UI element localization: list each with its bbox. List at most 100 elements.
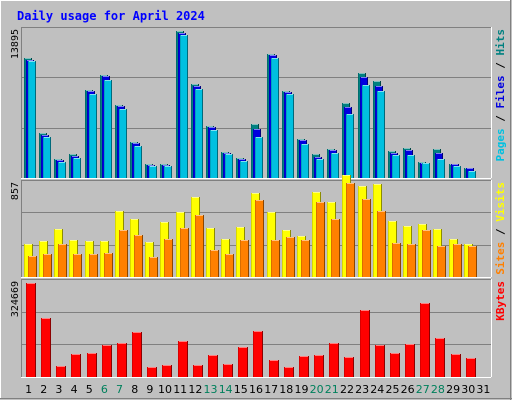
- bar-shadow: [141, 146, 142, 178]
- bar-fill: [451, 354, 461, 377]
- hits-bar-pages-17: [271, 58, 279, 178]
- bar-fill: [223, 364, 233, 377]
- visits-max-value-label: 857: [10, 182, 21, 200]
- bar-highlight: [164, 166, 171, 167]
- hits-bar-pages-2: [43, 137, 51, 178]
- bar-shadow: [370, 199, 371, 277]
- bar-fill: [329, 343, 339, 377]
- bar-left-edge: [149, 166, 150, 178]
- x-tick-day-16: 16: [249, 383, 263, 396]
- bar-shadow: [461, 244, 462, 277]
- kbytes-bar-kbytes-9: [147, 367, 157, 377]
- bar-left-edge: [251, 193, 252, 277]
- bar-shadow: [353, 357, 354, 377]
- hits-legend-part-4: Hits: [494, 29, 507, 56]
- x-tick-day-8: 8: [131, 383, 138, 396]
- bar-highlight: [358, 73, 365, 74]
- bar-left-edge: [162, 165, 163, 178]
- bar-shadow: [445, 246, 446, 277]
- bar-left-edge: [69, 240, 70, 277]
- bar-left-edge: [464, 244, 465, 277]
- bar-left-edge: [271, 58, 272, 178]
- bar-left-edge: [403, 148, 404, 178]
- hits-bar-pages-28: [437, 159, 445, 178]
- bar-left-edge: [451, 354, 452, 377]
- bar-left-edge: [100, 241, 101, 277]
- bar-fill: [362, 85, 370, 178]
- bar-left-edge: [104, 253, 105, 277]
- bar-highlight: [451, 164, 458, 165]
- x-tick-day-9: 9: [146, 383, 153, 396]
- bar-left-edge: [466, 358, 467, 377]
- bar-shadow: [324, 202, 325, 277]
- bar-left-edge: [331, 219, 332, 277]
- bar-left-edge: [437, 246, 438, 277]
- bar-fill: [407, 244, 416, 277]
- bar-left-edge: [346, 183, 347, 277]
- bar-highlight: [251, 124, 258, 125]
- bar-left-edge: [238, 159, 239, 178]
- bar-highlight: [271, 240, 279, 241]
- bar-highlight: [255, 200, 263, 201]
- bar-fill: [301, 240, 310, 277]
- bar-left-edge: [115, 211, 116, 277]
- bar-fill: [56, 366, 66, 377]
- bar-fill: [180, 228, 189, 277]
- bar-fill: [271, 240, 280, 277]
- bar-left-edge: [390, 353, 391, 377]
- bar-left-edge: [115, 105, 116, 178]
- bar-fill: [453, 166, 461, 178]
- visits-bar-sites-25: [392, 243, 401, 277]
- bar-highlight: [240, 161, 247, 162]
- bar-highlight: [176, 212, 184, 213]
- hits-bar-pages-11: [180, 35, 188, 178]
- bar-fill: [149, 166, 157, 178]
- bar-fill: [41, 318, 51, 377]
- bar-shadow: [323, 159, 324, 178]
- hits-bar-pages-26: [407, 155, 415, 178]
- bar-shadow: [309, 240, 310, 277]
- bar-fill: [286, 94, 294, 178]
- bar-left-edge: [403, 226, 404, 277]
- kbytes-bar-kbytes-14: [223, 364, 233, 377]
- bar-highlight: [468, 246, 476, 247]
- bar-shadow: [126, 343, 127, 377]
- bar-left-edge: [210, 250, 211, 277]
- bar-left-edge: [206, 228, 207, 277]
- x-tick-day-25: 25: [386, 383, 400, 396]
- bar-shadow: [171, 365, 172, 377]
- bar-left-edge: [104, 80, 105, 178]
- bar-highlight: [87, 91, 94, 92]
- bar-shadow: [475, 171, 476, 178]
- bar-shadow: [460, 166, 461, 178]
- bar-left-edge: [392, 155, 393, 178]
- bar-shadow: [187, 35, 188, 178]
- hits-legend: Pages / Files / Hits: [494, 29, 507, 162]
- bar-highlight: [178, 33, 185, 34]
- bar-highlight: [314, 157, 321, 158]
- bar-shadow: [203, 215, 204, 277]
- hits-bar-pages-24: [377, 91, 385, 178]
- chart-panels: 13895 Pages / Files / Hits 857 Sites / Visi…: [10, 27, 507, 378]
- bar-highlight: [117, 106, 124, 107]
- bar-shadow: [354, 183, 355, 277]
- bar-shadow: [233, 254, 234, 277]
- bar-fill: [468, 246, 477, 277]
- visits-bar-sites-14: [225, 254, 234, 277]
- x-tick-day-19: 19: [295, 383, 309, 396]
- bar-left-edge: [147, 165, 148, 178]
- bar-shadow: [96, 94, 97, 178]
- bar-shadow: [444, 338, 445, 377]
- bar-left-edge: [39, 241, 40, 277]
- bar-left-edge: [284, 367, 285, 377]
- bar-highlight: [301, 240, 309, 241]
- bar-left-edge: [24, 58, 25, 178]
- bar-shadow: [66, 244, 67, 277]
- visits-legend-part-2: Visits: [494, 182, 507, 222]
- bar-shadow: [262, 331, 263, 377]
- bar-shadow: [323, 355, 324, 377]
- bar-left-edge: [301, 144, 302, 178]
- bar-highlight: [282, 91, 289, 92]
- bar-left-edge: [56, 160, 57, 178]
- bar-left-edge: [297, 139, 298, 178]
